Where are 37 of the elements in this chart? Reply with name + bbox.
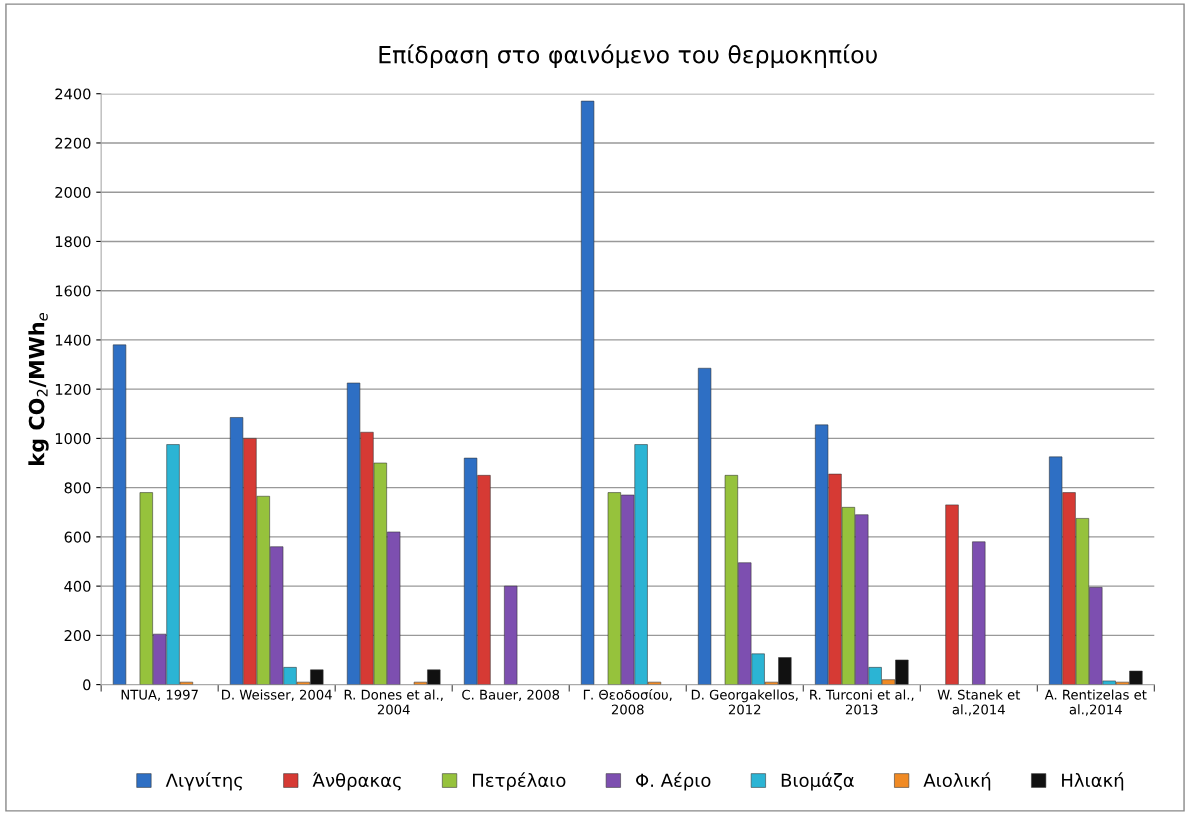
y-tick-label: 2200 — [55, 137, 91, 149]
x-tick-label: A. Rentizelas et al.,2014 — [1044, 689, 1147, 716]
y-tick-label: 1800 — [55, 236, 91, 248]
bar — [945, 504, 959, 685]
y-tick-label: 2400 — [55, 88, 91, 100]
x-tick-label: W. Stanek et al.,2014 — [937, 689, 1021, 716]
bar — [580, 100, 595, 685]
y-tick-label: 200 — [64, 630, 91, 642]
legend-label: Πετρέλαιο — [473, 772, 566, 791]
bar — [504, 585, 518, 685]
x-tick-label: C. Bauer, 2008 — [462, 689, 560, 702]
y-tick-label: 1600 — [55, 285, 91, 297]
legend-label: Άνθρακας — [312, 772, 401, 791]
legend-label: Ηλιακή — [1062, 772, 1124, 791]
x-tick-label: D. Georgakellos, 2012 — [691, 689, 798, 715]
bar — [112, 344, 127, 685]
chart-title: Επίδραση στο φαινόμενο του θερμοκηπίου — [379, 44, 877, 69]
x-tick-label: Γ. Θεοδοσίου, 2008 — [583, 688, 672, 715]
bar — [972, 541, 986, 685]
y-axis-title: kg CO$_{2}$/MWh$_{e}$ — [28, 312, 49, 465]
x-tick-label: R. Dones et al., 2004 — [344, 689, 443, 715]
y-tick-label: 2000 — [55, 186, 91, 198]
y-tick-label: 800 — [64, 482, 91, 494]
bar — [697, 367, 712, 685]
legend-label: Βιομάζα — [781, 772, 854, 791]
y-tick-label: 1200 — [55, 383, 91, 395]
legend-label: Φ. Αέριο — [636, 772, 711, 791]
y-tick-label: 0 — [83, 679, 91, 691]
x-tick-label: NTUA, 1997 — [121, 689, 198, 702]
legend-label: Αιολική — [923, 772, 991, 791]
y-tick-label: 1000 — [55, 433, 91, 445]
x-tick-label: D. Weisser, 2004 — [222, 689, 332, 702]
y-tick-label: 600 — [64, 531, 91, 543]
y-tick-label: 400 — [64, 580, 91, 592]
legend-label: Λιγνίτης — [165, 772, 243, 791]
y-tick-label: 1400 — [55, 334, 91, 346]
x-tick-label: R. Turconi et al., 2013 — [810, 689, 914, 715]
